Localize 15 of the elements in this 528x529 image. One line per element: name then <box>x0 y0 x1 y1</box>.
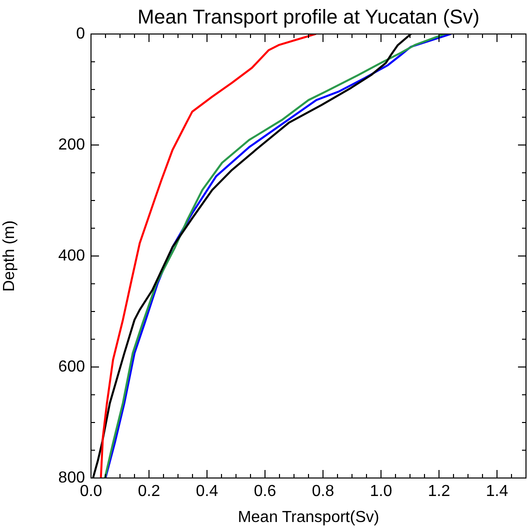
y-tick-label: 400 <box>58 247 86 264</box>
y-tick-label: 600 <box>58 358 86 376</box>
x-tick-label: 1.0 <box>370 483 392 500</box>
x-tick-label: 0.6 <box>254 483 276 500</box>
x-tick-label: 0.0 <box>80 483 102 500</box>
x-tick-label: 1.4 <box>486 483 508 500</box>
y-axis-title: Depth (m) <box>1 220 18 292</box>
y-tick-label: 200 <box>58 136 86 154</box>
y-tick-label: 0 <box>76 25 86 42</box>
x-axis-title: Mean Transport(Sv) <box>238 508 380 526</box>
x-tick-label: 0.2 <box>138 483 160 500</box>
x-tick-label: 0.4 <box>196 483 218 500</box>
x-tick-label: 1.2 <box>428 483 450 500</box>
chart-title: Mean Transport profile at Yucatan (Sv) <box>137 6 480 29</box>
x-tick-label: 0.8 <box>312 483 334 500</box>
